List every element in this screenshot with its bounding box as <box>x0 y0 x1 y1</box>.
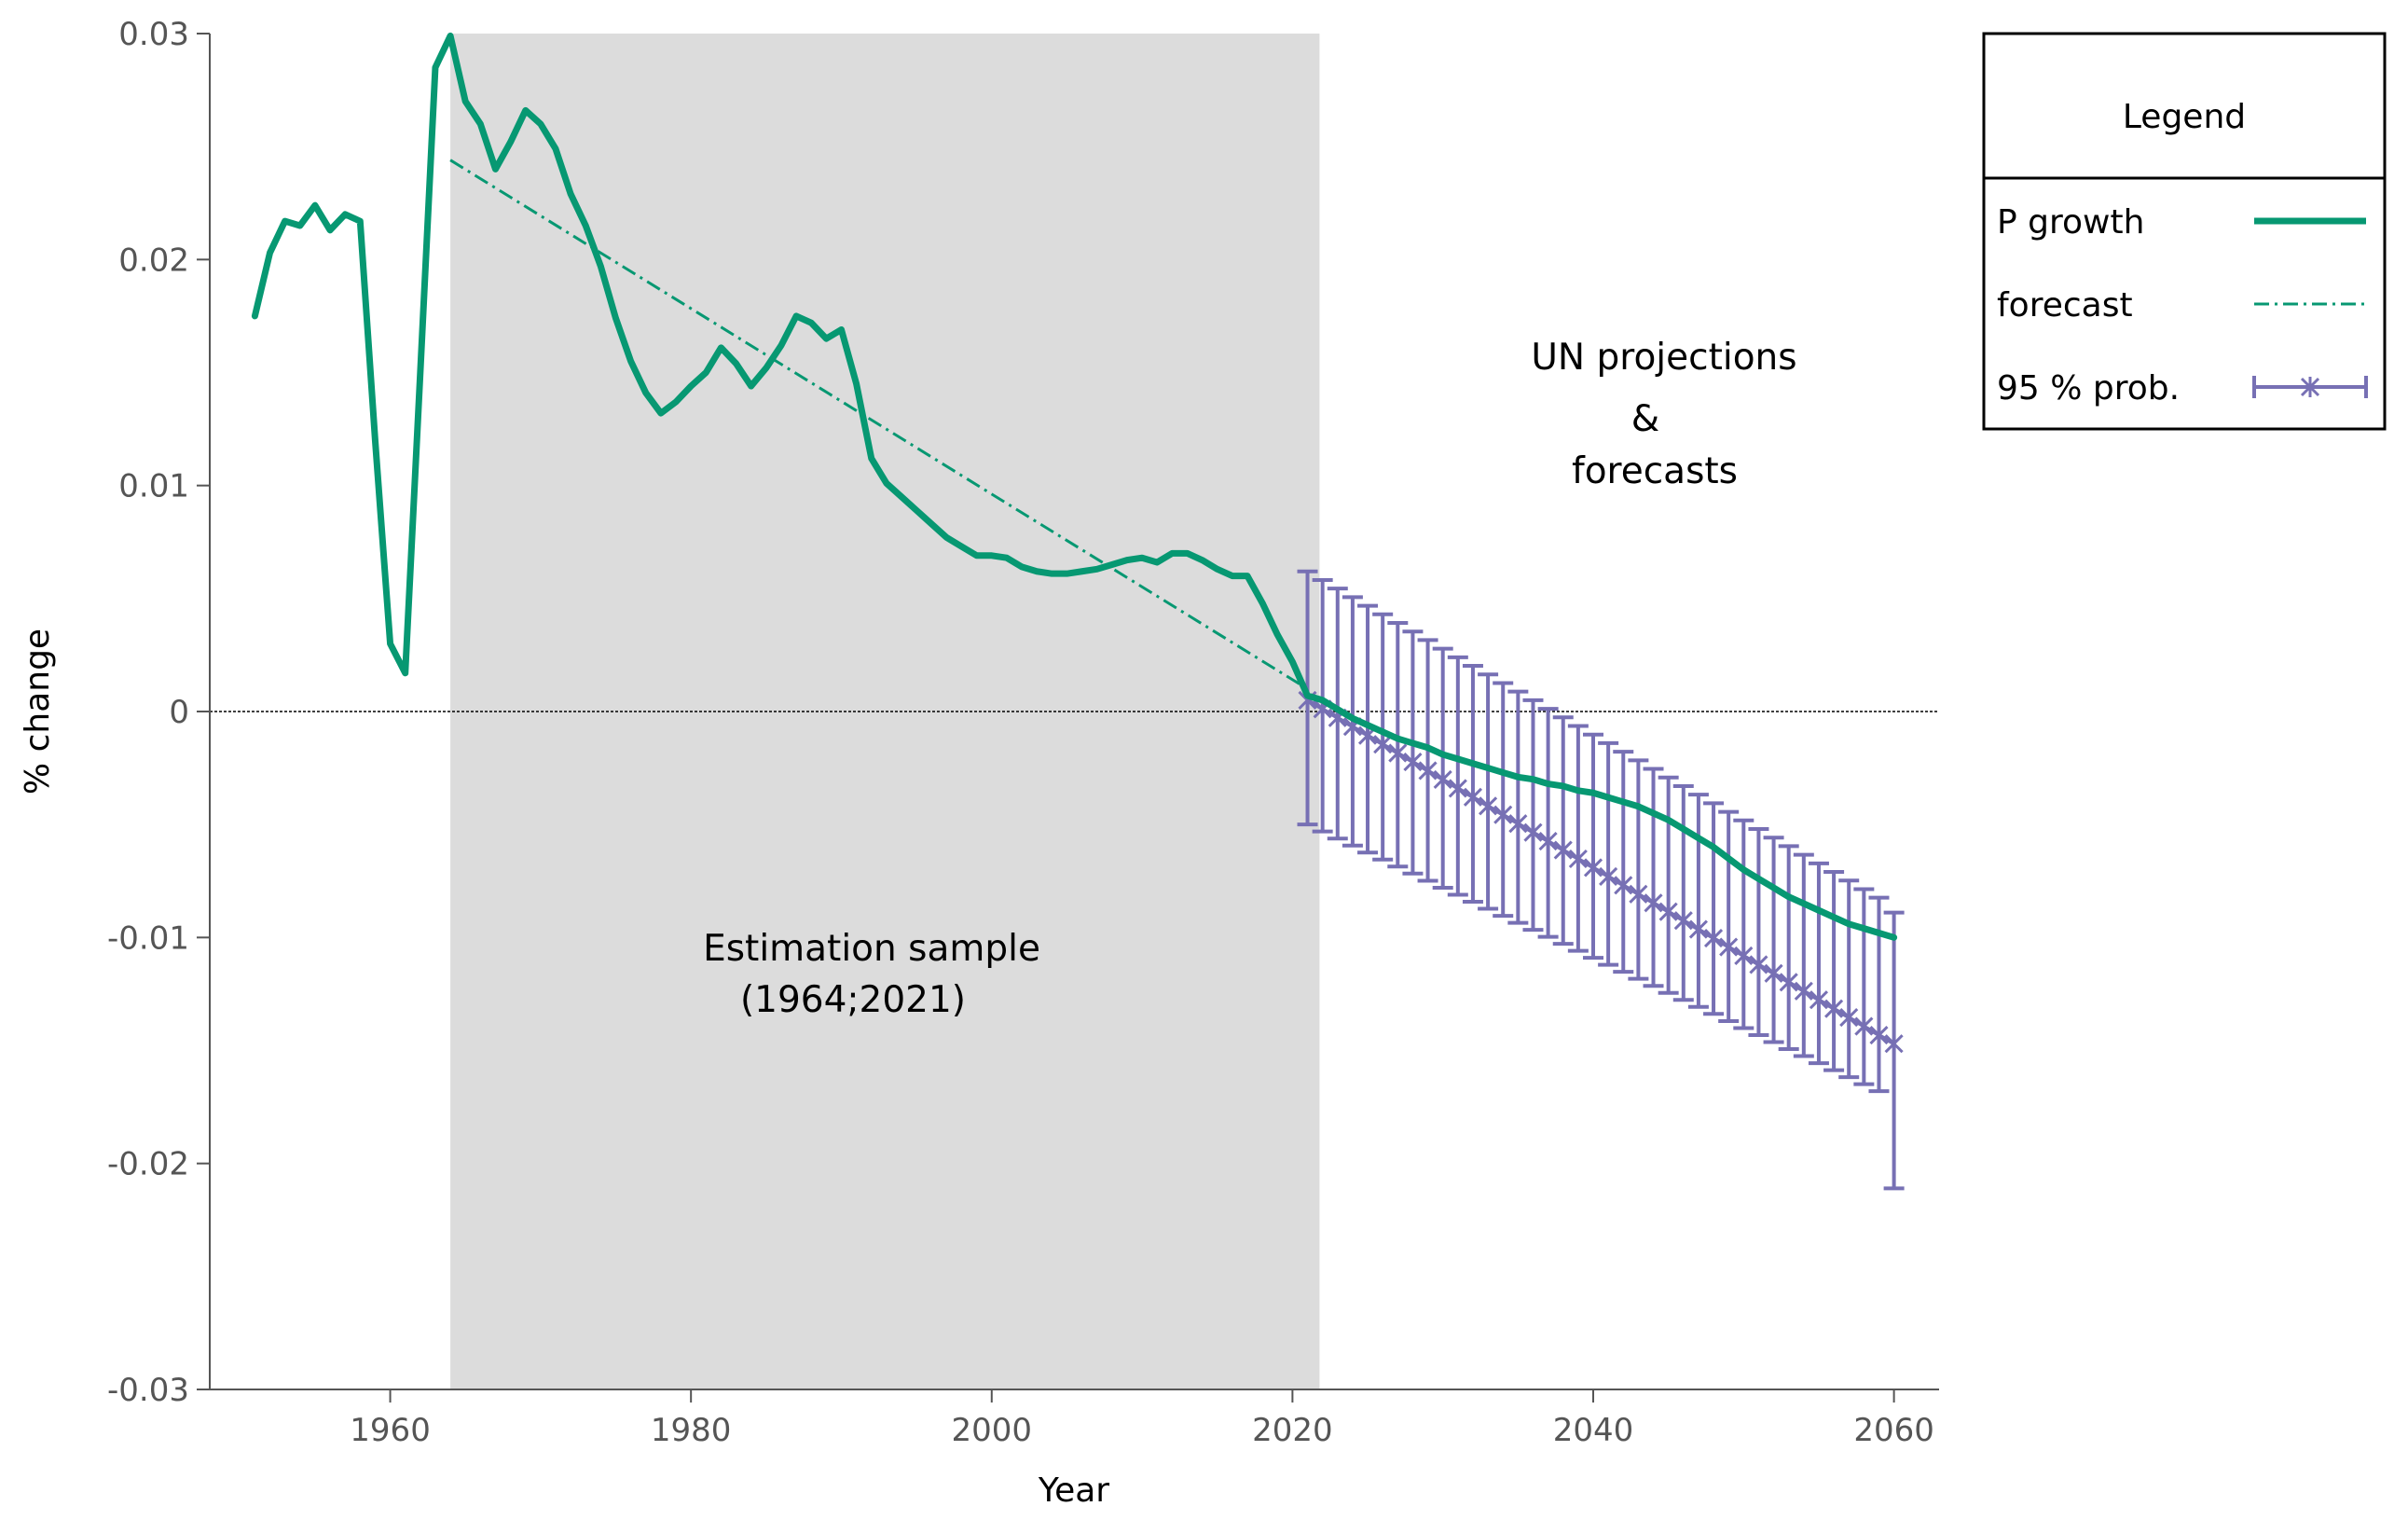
estimation-sample-label: Estimation sample <box>703 928 1040 970</box>
prob-band-center-marker <box>1448 778 1467 799</box>
prob-band-center-marker <box>1644 892 1663 914</box>
x-tick-label: 2000 <box>952 1412 1033 1449</box>
prob-band-center-marker <box>1658 901 1678 922</box>
axes-layer: 0.03 0.02 0.01 0 -0.01 -0.02 -0.03 1960 1980 2000… <box>19 16 1939 1510</box>
un-projections-label: UN projections <box>1531 337 1796 379</box>
prob-band-center-marker <box>1749 954 1768 975</box>
y-tick-label: -0.03 <box>107 1372 189 1409</box>
x-tick-label: 2040 <box>1553 1412 1634 1449</box>
prob-band-center-marker <box>1764 963 1783 984</box>
prob-band-center-marker <box>1839 1007 1859 1028</box>
y-axis-title: % change <box>19 629 57 795</box>
prob-band-center-line <box>1306 698 1895 1045</box>
ampersand-label: & <box>1631 398 1659 440</box>
prob-band-center-marker <box>1553 839 1573 861</box>
prob-band-center-marker <box>1854 1016 1874 1037</box>
x-tick-label: 2020 <box>1252 1412 1333 1449</box>
y-tick-label: -0.02 <box>107 1146 189 1183</box>
prob-band-center-marker <box>1599 866 1618 887</box>
prob-band-center-marker <box>1794 980 1813 1002</box>
prob-band-center-marker <box>1508 813 1528 834</box>
legend-box <box>1982 32 2387 431</box>
legend-title: Legend <box>2123 98 2246 136</box>
forecast-line <box>449 159 1309 691</box>
prob-band-center-marker <box>1463 787 1483 808</box>
prob-band-center-marker <box>1673 910 1693 931</box>
x-tick-label: 2060 <box>1853 1412 1934 1449</box>
x-tick-label: 1960 <box>350 1412 431 1449</box>
prob-band-center-marker <box>1824 998 1844 1019</box>
prob-band-center-marker <box>1523 822 1543 843</box>
prob-band-center-marker <box>1403 752 1423 772</box>
estimation-sample-period-label: (1964;2021) <box>740 979 966 1021</box>
y-tick-label: -0.01 <box>107 919 189 957</box>
prob-band-center-marker <box>1614 875 1633 896</box>
prob-band-center-marker <box>1869 1025 1889 1045</box>
annotations-layer: Estimation sample (1964;2021) UN project… <box>703 337 1797 1021</box>
x-tick-label: 1980 <box>651 1412 732 1449</box>
legend-label-95-prob: 95 % prob. <box>1997 369 2180 408</box>
prob-band-center-marker <box>1433 769 1452 790</box>
prob-band-center-marker <box>1719 936 1739 958</box>
prob-band-center-marker <box>1479 795 1498 817</box>
prob-band-center-marker <box>1388 742 1408 764</box>
y-tick-label: 0.01 <box>118 468 189 505</box>
legend: Legend P growth forecast 95 % prob. <box>1982 32 2387 431</box>
prob-band-center-marker <box>1703 928 1724 948</box>
prob-band-center-marker <box>1734 946 1754 966</box>
prob-band-center-marker <box>1538 831 1558 851</box>
legend-label-p-growth: P growth <box>1997 203 2144 242</box>
p-growth-line <box>251 32 1898 941</box>
prob-band-center-marker <box>1493 804 1513 825</box>
prob-band-center-marker <box>1568 849 1588 869</box>
prob-band-center-marker <box>1373 734 1393 754</box>
y-tick-label: 0 <box>169 694 189 731</box>
prob-band-center-marker <box>1583 857 1603 878</box>
legend-swatch-95-prob-marker <box>2300 377 2320 397</box>
y-tick-label: 0.03 <box>118 16 189 53</box>
prob-band-center-marker <box>1418 760 1438 781</box>
prob-band-center-marker <box>1809 989 1829 1011</box>
x-axis-title: Year <box>1038 1472 1109 1510</box>
legend-swatches <box>2252 217 2368 398</box>
series-layer <box>251 32 1905 1191</box>
prob-band-center-marker <box>1884 1033 1904 1055</box>
prob-band-center-marker <box>1629 884 1648 905</box>
y-tick-label: 0.02 <box>118 242 189 279</box>
legend-label-forecast: forecast <box>1997 286 2133 325</box>
prob-band-center-marker <box>1688 919 1708 940</box>
prob-band-center-marker <box>1779 972 1798 993</box>
forecasts-label: forecasts <box>1572 450 1738 492</box>
